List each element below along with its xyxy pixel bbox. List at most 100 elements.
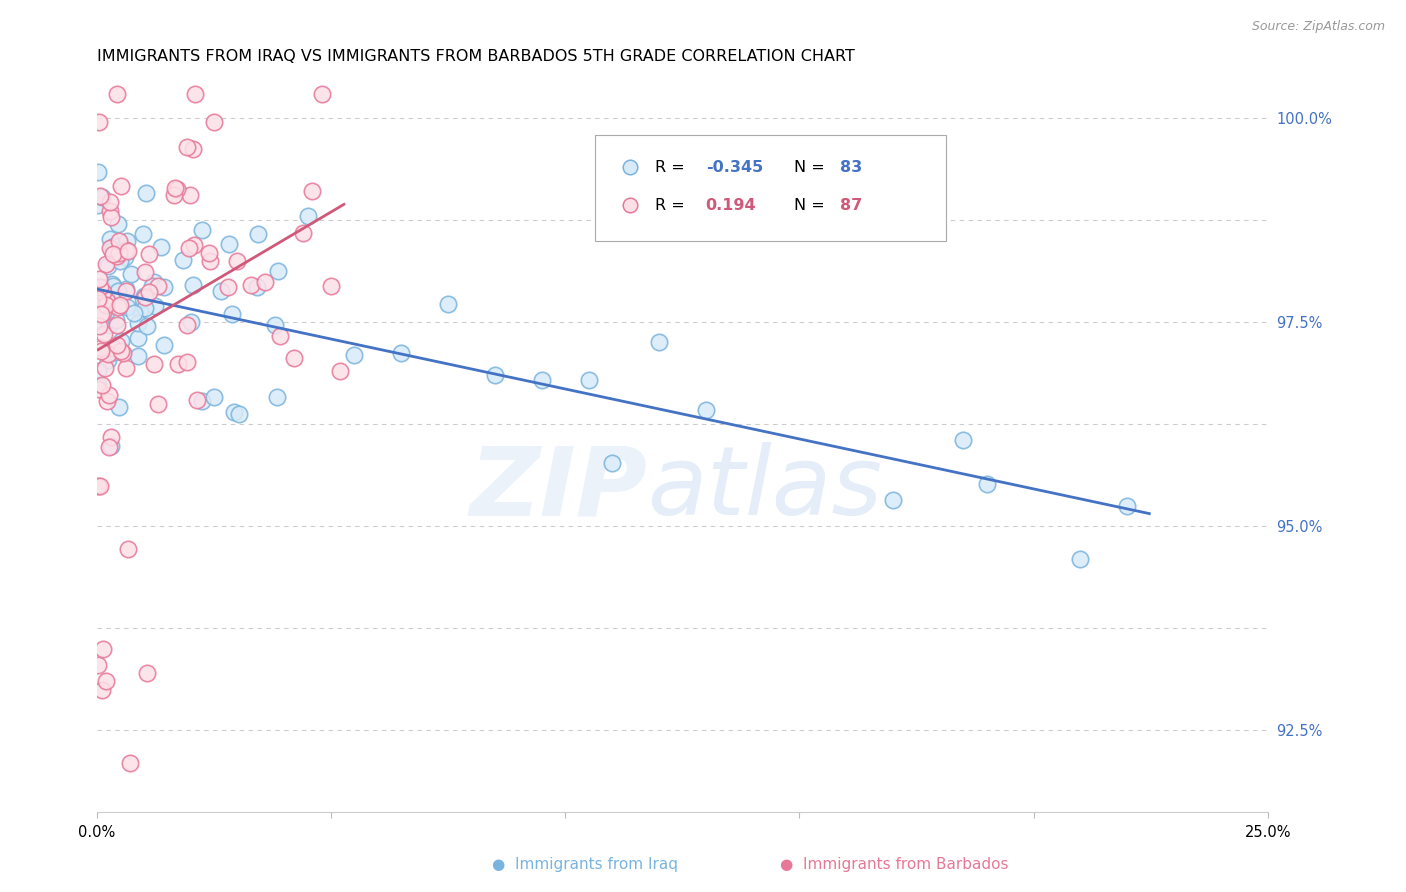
Point [127, 349, 149, 363]
Point [190, 223, 212, 237]
FancyBboxPatch shape [595, 135, 946, 242]
Point [93, 327, 115, 342]
Point [117, 542, 139, 557]
Point [198, 254, 221, 268]
Text: 87: 87 [841, 198, 863, 213]
Point [135, 186, 157, 200]
Point [115, 301, 138, 315]
Point [222, 405, 245, 419]
Point [186, 393, 208, 408]
Point [94, 361, 117, 376]
Point [209, 284, 232, 298]
Text: -0.345: -0.345 [706, 160, 763, 175]
Point [93, 302, 115, 317]
Point [183, 237, 205, 252]
Point [117, 244, 139, 258]
Point [87, 165, 110, 179]
Point [110, 343, 132, 358]
Point [103, 341, 125, 355]
Point [166, 182, 188, 196]
Point [97, 347, 120, 361]
Point [143, 299, 166, 313]
Point [1116, 499, 1139, 513]
Point [228, 408, 250, 422]
Point [167, 357, 190, 371]
Point [108, 401, 131, 415]
Point [97, 318, 120, 333]
Point [110, 334, 132, 348]
Point [98, 204, 121, 219]
Point [172, 252, 194, 267]
Point [87, 383, 110, 397]
Point [578, 373, 600, 387]
Point [98, 232, 121, 246]
Point [89, 478, 111, 492]
Point [1069, 552, 1091, 566]
Point [107, 249, 129, 263]
Point [107, 217, 129, 231]
Point [107, 284, 129, 298]
Point [122, 306, 145, 320]
Point [89, 188, 111, 202]
Point [221, 307, 243, 321]
Point [246, 280, 269, 294]
Point [437, 297, 460, 311]
Text: R =: R = [655, 160, 685, 175]
Point [110, 178, 132, 193]
Point [87, 272, 110, 286]
Point [254, 275, 277, 289]
Point [127, 331, 149, 345]
Text: 0.194: 0.194 [706, 198, 756, 213]
Text: ●  Immigrants from Barbados: ● Immigrants from Barbados [780, 857, 1010, 872]
Point [202, 390, 225, 404]
Point [319, 278, 342, 293]
Point [98, 194, 121, 209]
Point [97, 259, 120, 273]
Point [100, 430, 122, 444]
Point [115, 281, 138, 295]
Point [134, 290, 156, 304]
Point [94, 298, 117, 312]
Point [87, 479, 110, 493]
Point [389, 346, 412, 360]
Point [153, 279, 176, 293]
Point [138, 247, 160, 261]
Point [103, 239, 125, 253]
Point [114, 250, 136, 264]
Point [202, 114, 225, 128]
Point [198, 246, 221, 260]
Point [101, 279, 124, 293]
Point [141, 279, 163, 293]
Point [263, 318, 285, 333]
Point [91, 285, 114, 300]
Point [882, 493, 904, 508]
Point [91, 378, 114, 392]
Point [94, 674, 117, 689]
Text: ●  Immigrants from Iraq: ● Immigrants from Iraq [492, 857, 678, 872]
Point [218, 236, 240, 251]
Point [91, 641, 114, 656]
Point [246, 227, 269, 242]
Point [100, 241, 122, 255]
Point [90, 307, 112, 321]
Point [181, 278, 204, 293]
Point [180, 315, 202, 329]
Point [267, 264, 290, 278]
Point [132, 227, 155, 242]
Point [115, 284, 138, 298]
Point [108, 298, 131, 312]
Point [127, 316, 149, 330]
Point [107, 300, 129, 314]
Point [100, 341, 122, 355]
Point [153, 338, 176, 352]
Point [87, 198, 110, 212]
Point [146, 397, 169, 411]
Point [91, 306, 114, 320]
Point [176, 318, 198, 333]
Point [104, 313, 127, 327]
Point [87, 319, 110, 334]
Point [648, 335, 671, 350]
Point [266, 390, 288, 404]
Point [87, 115, 110, 129]
Point [176, 140, 198, 154]
